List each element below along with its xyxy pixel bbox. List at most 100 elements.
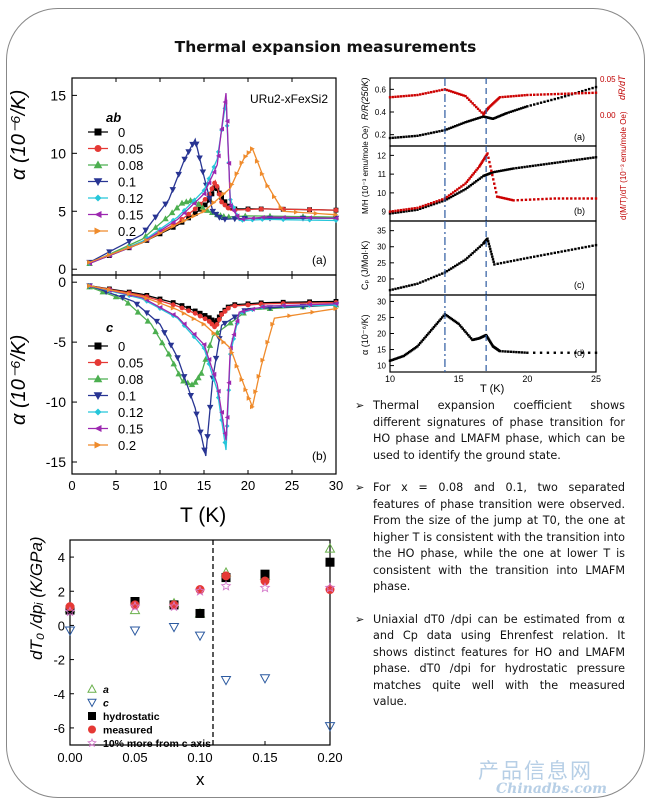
right-data-point <box>574 197 577 200</box>
bullet-3: ➢ Uniaxial dT0 /dpi can be estimated from… <box>355 612 625 709</box>
right-data-point <box>432 275 436 279</box>
legend-marker <box>94 145 102 152</box>
right-data-point <box>537 163 540 167</box>
y-tick-label: 0.2 <box>375 131 387 140</box>
point-hydrostatic <box>325 557 335 567</box>
right-data-point <box>394 211 397 214</box>
series-0.1-point <box>153 318 160 325</box>
right-data-point <box>504 168 507 172</box>
right-data-point <box>557 92 560 96</box>
series-0.15-point <box>222 430 228 436</box>
point-c <box>259 674 271 684</box>
series-0.05-point <box>225 205 231 211</box>
series-0.08-point <box>213 329 221 336</box>
right-data-point <box>520 94 524 97</box>
right-data-point <box>432 131 436 134</box>
right-data-point <box>451 90 455 94</box>
series-0-point <box>206 315 212 321</box>
scatter-ylabel: dT₀ /dpᵢ (K/GPa) <box>27 536 46 660</box>
series-0.1-point <box>231 314 239 321</box>
right-data-point <box>581 246 584 249</box>
series-0.2-point <box>144 237 150 243</box>
right-data-point <box>479 162 483 166</box>
right-data-point <box>478 164 482 167</box>
right-data-point <box>534 164 537 167</box>
series-0.05-point <box>225 305 231 311</box>
right-data-point <box>416 282 419 285</box>
right-data-point <box>440 88 444 92</box>
right-data-point <box>438 130 441 133</box>
right-data-point <box>388 288 392 292</box>
series-0.2-point <box>229 350 235 356</box>
right-data-point <box>424 92 427 95</box>
right-data-point <box>440 129 444 132</box>
right-data-point <box>537 198 540 201</box>
series-0.15-point <box>211 169 217 175</box>
right-data-point <box>476 167 480 170</box>
series-0.2-point <box>234 363 240 369</box>
right-data-point <box>500 169 503 172</box>
legend-label: 0.2 <box>118 224 136 239</box>
right-data-point <box>460 185 463 188</box>
right-data-point <box>469 119 473 122</box>
right-data-point <box>591 91 594 95</box>
series-0.2-point <box>310 309 316 315</box>
right-data-point <box>467 185 471 188</box>
right-data-point <box>447 89 451 92</box>
right-data-point <box>468 177 471 180</box>
series-0.08-point <box>99 288 107 295</box>
right-data-point <box>512 259 516 262</box>
right-data-point <box>591 86 594 90</box>
right-data-point <box>445 198 449 201</box>
right-data-point <box>594 243 598 247</box>
right-data-point <box>561 160 565 163</box>
right-data-point <box>424 279 427 282</box>
series-0.05-point <box>216 317 222 322</box>
right-data-point <box>584 245 587 249</box>
right-data-point <box>495 115 499 119</box>
right-data-point <box>565 197 569 200</box>
series-0.15-point <box>201 191 207 197</box>
right-data-point <box>427 332 430 335</box>
series-0.15-point <box>333 215 339 221</box>
right-data-point <box>517 94 521 97</box>
right-data-point <box>462 121 465 125</box>
right-b-yleft: M/H (10⁻³ emu/mole Oe) <box>361 125 370 214</box>
legend-label: 0.15 <box>118 422 143 437</box>
right-data-point <box>549 197 552 200</box>
right-data-point <box>399 210 403 214</box>
x-tick-label: 25 <box>591 374 601 384</box>
right-data-point <box>460 190 463 193</box>
right-data-point <box>456 124 459 127</box>
right-data-point <box>430 203 433 207</box>
right-data-point <box>410 209 414 212</box>
right-data-point <box>469 175 473 178</box>
right-data-point <box>504 197 507 200</box>
series-0.08-point <box>170 360 177 367</box>
series-0.1-point <box>206 195 213 202</box>
right-data-point <box>502 196 505 200</box>
right-data-point <box>478 245 482 248</box>
series-0.1-point <box>221 216 229 223</box>
right-data-point <box>526 256 529 260</box>
right-data-point <box>394 209 397 213</box>
right-data-point <box>416 208 419 211</box>
right-data-point <box>594 197 598 200</box>
right-data-point <box>543 253 546 256</box>
right-data-point <box>548 162 551 165</box>
right-data-point <box>495 195 499 198</box>
legend-marker <box>88 725 96 734</box>
right-data-point <box>434 324 437 327</box>
right-data-point <box>430 131 433 135</box>
right-data-point <box>438 273 441 276</box>
right-data-point <box>449 316 452 320</box>
series-0.2-point <box>107 252 112 258</box>
series-0.15-point <box>226 380 232 386</box>
right-data-point <box>494 116 497 119</box>
right-data-point <box>476 247 480 250</box>
right-data-point <box>486 240 490 243</box>
series-0.2-point <box>253 389 259 394</box>
series-0.15-point <box>231 332 237 338</box>
site-watermark: 产品信息网 Chinadbs.com <box>478 759 607 797</box>
right-data-point <box>498 349 502 353</box>
